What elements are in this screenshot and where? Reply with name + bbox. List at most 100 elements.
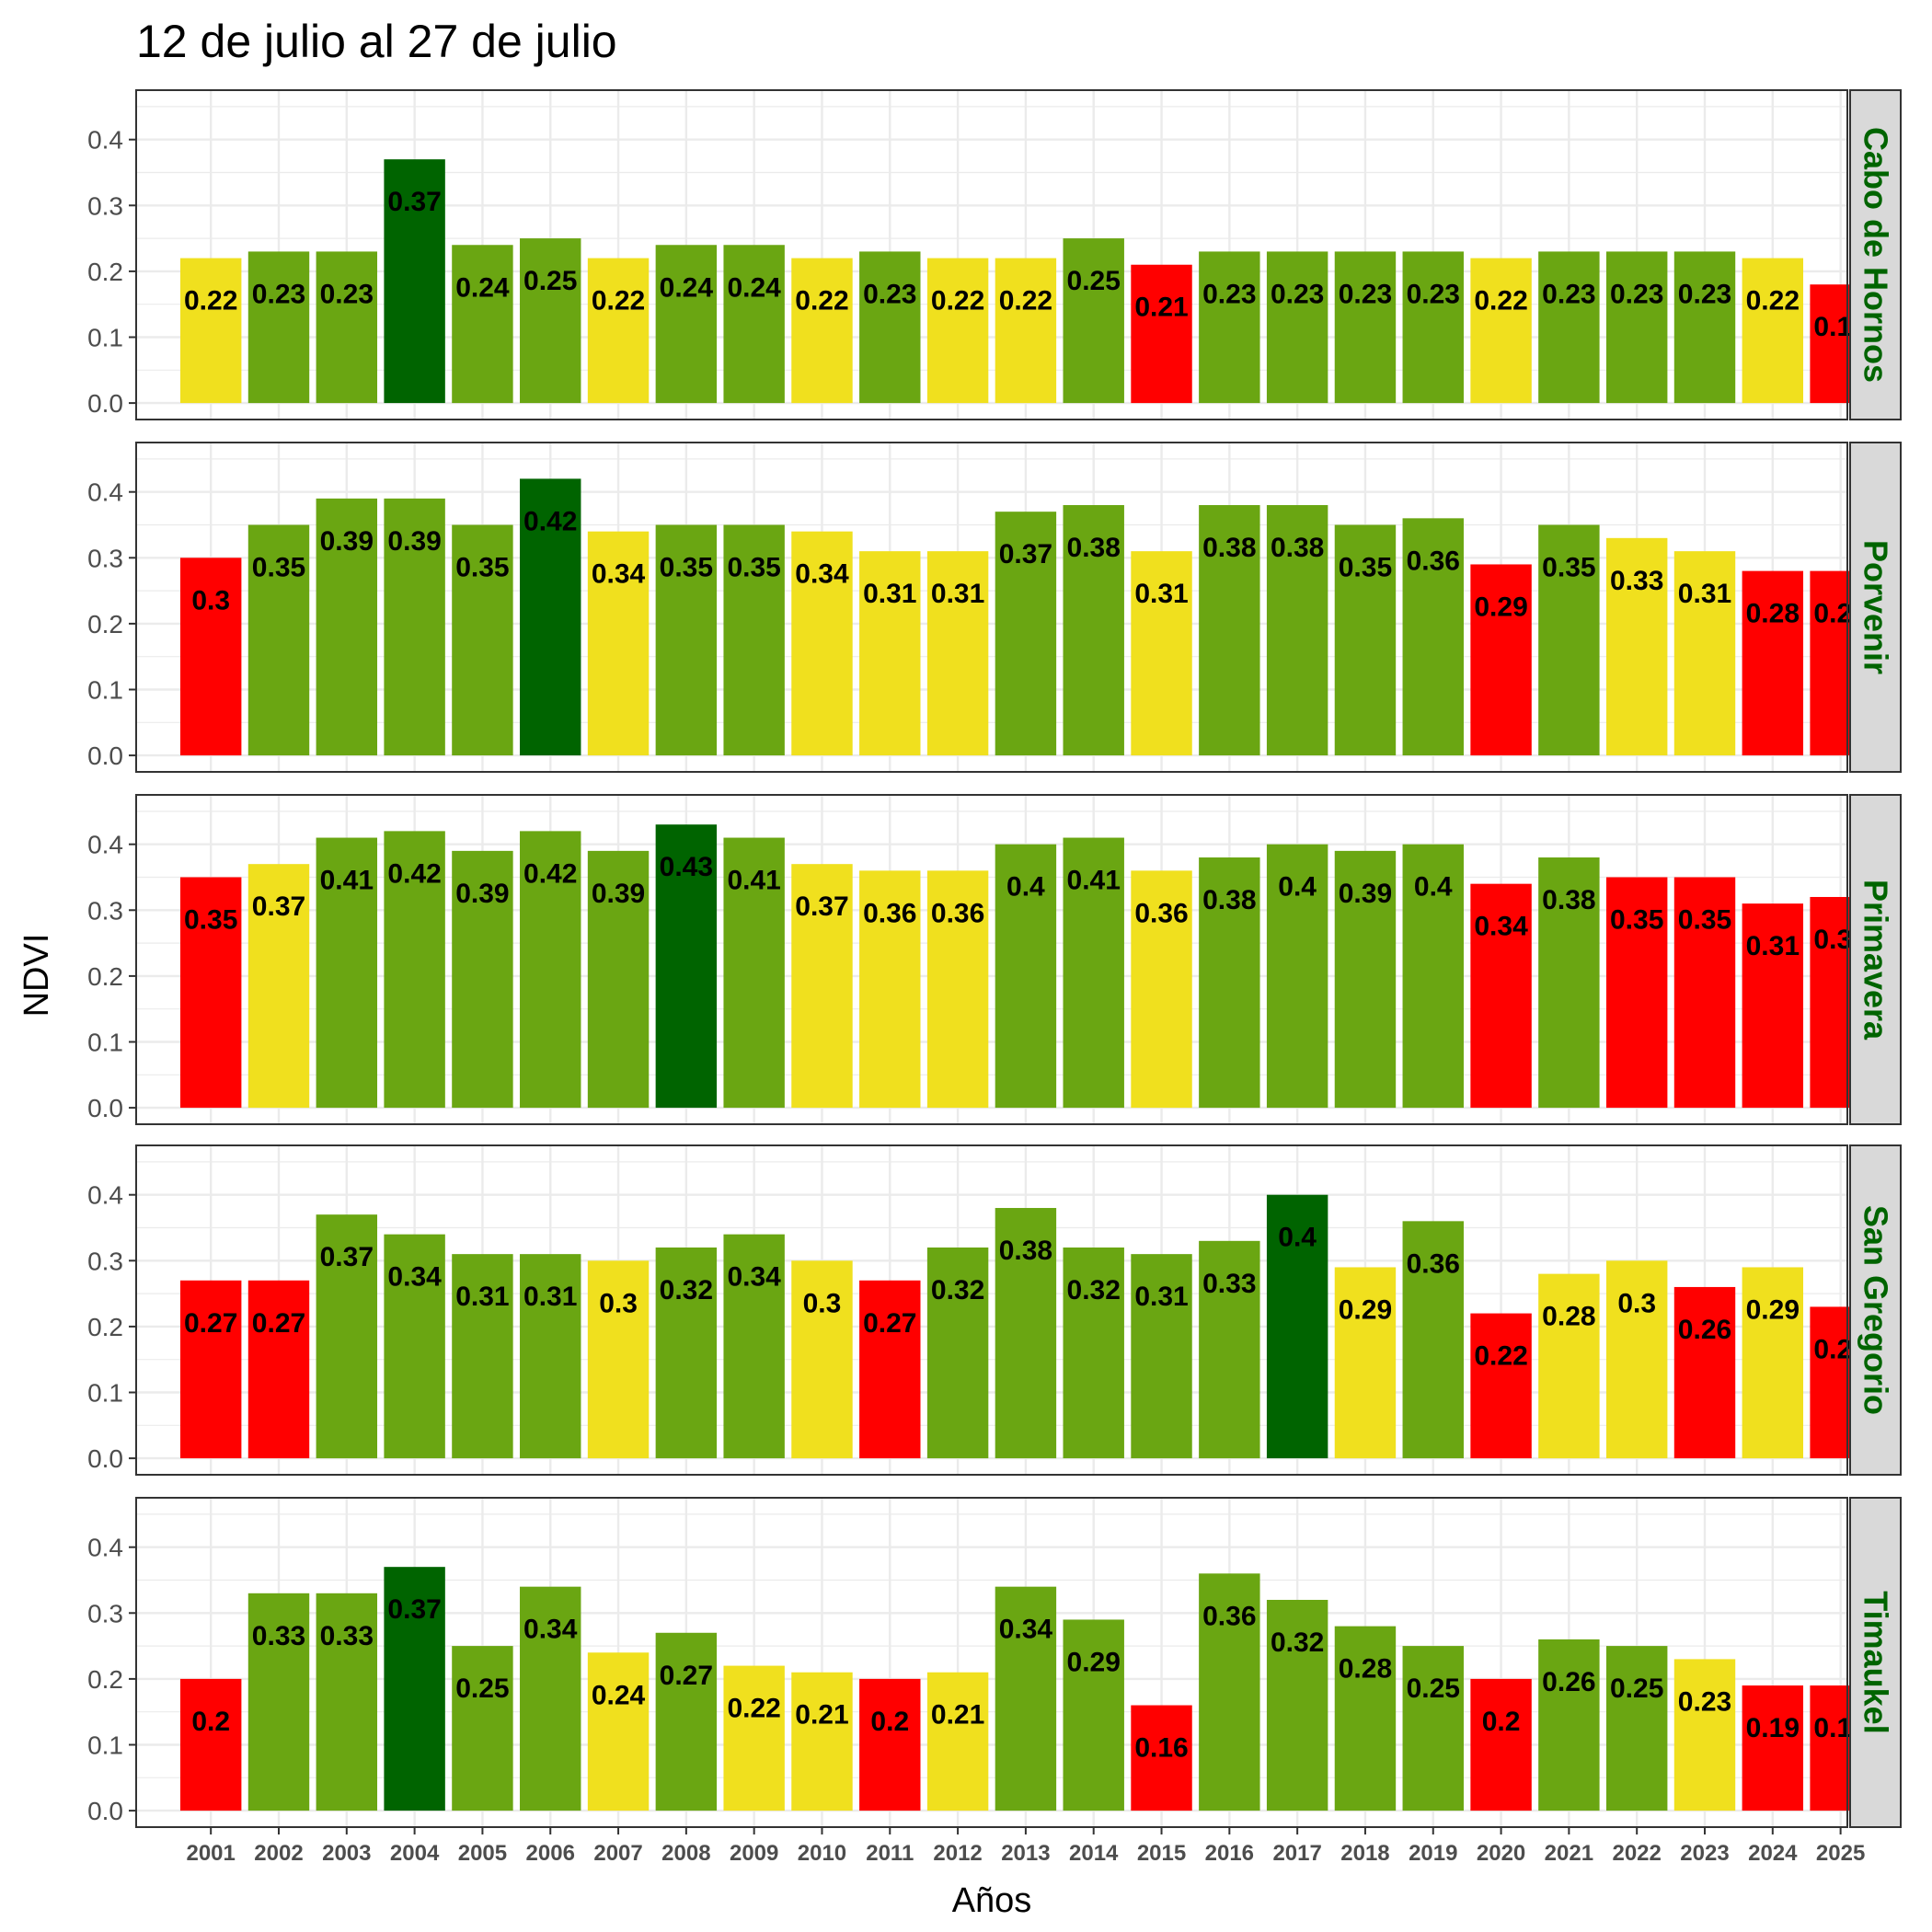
facet-panel: 0.0 0.1 0.2 0.3 0.4 0.2 0.33 0.33 0.37 0.25 0.34 0.… [87,1497,1902,1828]
bar [859,251,921,404]
facet-panel: 0.0 0.1 0.2 0.3 0.4 0.27 0.27 0.37 0.34 0.31 0.31 0… [87,1144,1902,1476]
x-tick-label: 2025 [1816,1841,1865,1866]
bar [1470,1313,1532,1459]
bar-value-label: 0.35 [727,553,780,583]
bar-value-label: 0.42 [387,858,441,889]
bar-value-label: 0.31 [455,1282,509,1312]
facet-panel: 0.0 0.1 0.2 0.3 0.4 0.3 0.35 0.39 0.39 0.35 0.42 0.… [87,442,1902,773]
bar [316,251,378,404]
bar-value-label: 0.28 [1746,599,1800,629]
bar [247,864,310,1109]
bar-value-label: 0.36 [1407,1248,1460,1279]
bar-value-label: 0.24 [727,272,781,303]
bar-value-label: 0.37 [795,891,848,922]
facet-panel: 0.0 0.1 0.2 0.3 0.4 0.35 0.37 0.41 0.42 0.39 0.42 0… [87,794,1902,1125]
bar [723,524,785,756]
bar-value-label: 0.35 [1339,553,1392,583]
bar-value-label: 0.21 [931,1700,984,1731]
bar [1334,524,1397,756]
y-tick-label: 0.3 [87,1599,123,1627]
bar [1199,251,1260,404]
panel-border [135,794,1848,1125]
bar [247,251,310,404]
bar-value-label: 0.23 [252,279,305,309]
x-tick-label: 2007 [593,1841,642,1866]
bar-value-label: 0.24 [660,272,714,303]
bar-value-label: 0.38 [999,1236,1052,1266]
bar [1742,570,1804,756]
bar [1063,1247,1124,1459]
bar-value-label: 0.42 [523,506,577,536]
x-tick-label: 2002 [254,1841,303,1866]
y-tick-label: 0.1 [87,324,123,352]
bar [247,524,310,756]
bar-value-label: 0.35 [660,553,713,583]
bar [1538,857,1600,1109]
y-tick-label: 0.4 [87,478,123,507]
bar [995,844,1057,1109]
x-tick-label: 2012 [933,1841,982,1866]
bar-value-label: 0.25 [455,1673,509,1704]
bar-value-label: 0.33 [252,1621,305,1651]
bar [1266,1194,1328,1459]
bar-value-label: 0.27 [184,1308,237,1339]
bar [655,524,718,756]
bar [926,1672,989,1811]
bar-value-label: 0.32 [1067,1275,1121,1305]
bar-value-label: 0.32 [660,1275,713,1305]
bar-value-label: 0.22 [592,286,645,316]
bar-value-label: 0.21 [1134,293,1188,323]
bar [1742,258,1804,404]
bar [1742,1267,1804,1459]
x-axis: 2001 2002 2003 2004 2005 2006 2007 2008 2009 2010… [186,1827,1865,1866]
x-tick-label: 2015 [1137,1841,1186,1866]
bar-value-label: 0.35 [455,553,509,583]
bar-value-label: 0.34 [795,559,849,590]
bar-value-label: 0.23 [1407,279,1460,309]
bar-value-label: 0.39 [592,879,645,909]
bar-value-label: 0.4 [1278,872,1317,903]
bar [1199,1573,1260,1811]
x-tick-label: 2008 [661,1841,710,1866]
bar-value-label: 0.39 [455,879,509,909]
bar-value-label: 0.34 [523,1615,578,1645]
bar [723,1665,785,1811]
bar-value-label: 0.36 [1407,546,1460,576]
bar-value-label: 0.19 [1746,1713,1800,1743]
bar [1538,251,1600,404]
bar [1742,903,1804,1109]
bar-value-label: 0.31 [1134,579,1188,609]
bar [926,551,989,756]
bar [1605,877,1668,1109]
bar [452,850,513,1109]
bar [1266,251,1328,404]
bar-value-label: 0.22 [1474,1341,1527,1372]
bar-value-label: 0.35 [1542,553,1595,583]
bar-value-label: 0.27 [252,1308,305,1339]
bar [1673,877,1736,1109]
bar [384,831,445,1109]
chart-title: 12 de julio al 27 de julio [136,16,617,67]
y-tick-label: 0.1 [87,1379,123,1408]
bar [316,837,378,1109]
x-tick-label: 2005 [458,1841,507,1866]
bar-value-label: 0.22 [727,1694,780,1724]
bar-value-label: 0.42 [523,858,577,889]
bar [384,1567,445,1811]
panel-border [135,442,1848,773]
y-tick-label: 0.0 [87,742,123,770]
y-tick-label: 0.0 [87,1444,123,1473]
bar [859,1280,921,1459]
bar [1605,537,1668,756]
bar-value-label: 0.38 [1271,533,1324,563]
bar-value-label: 0.31 [931,579,984,609]
bar [520,1254,581,1459]
bar [723,245,785,404]
bar [655,245,718,404]
bar [587,258,650,404]
bar [655,1247,718,1459]
bar-value-label: 0.34 [592,559,646,590]
bar-value-label: 0.31 [1134,1282,1188,1312]
bar [1199,1240,1260,1459]
